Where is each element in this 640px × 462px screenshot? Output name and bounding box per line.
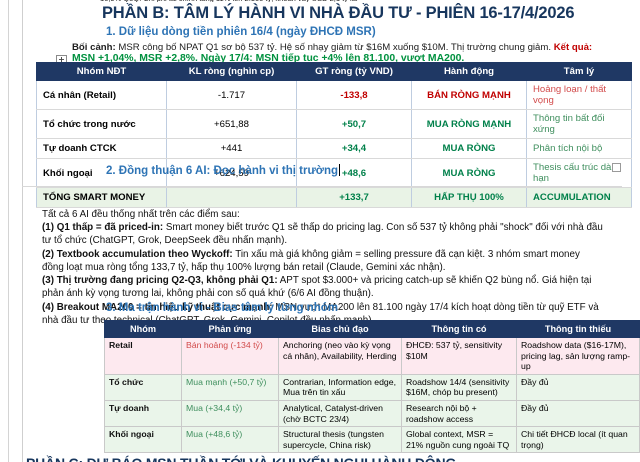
cell-volume bbox=[166, 187, 297, 208]
cell-psychology: ACCUMULATION bbox=[526, 187, 632, 208]
cell-psychology: Hoảng loạn / thất vọng bbox=[526, 80, 632, 110]
cell-psychology: Thesis cấu trúc dài hạn bbox=[526, 158, 632, 188]
cell-action: MUA RÒNG bbox=[411, 138, 527, 159]
cell-reaction: Mua mạnh (+50,7 tỷ) bbox=[181, 373, 279, 402]
behavior-matrix-table: Nhóm Phản ứng Bias chủ đạo Thông tin có … bbox=[104, 320, 640, 454]
cell-bias: Structural thesis (tungsten supercycle, … bbox=[278, 426, 402, 454]
point-2-label: (2) Textbook accumulation theo Wyckoff: bbox=[42, 248, 233, 260]
cell-missing-info: Roadshow data ($16-17M), pricing lag, sả… bbox=[516, 337, 640, 375]
cell-missing-info: Chi tiết ĐHCĐ local (ít quan trọng) bbox=[516, 426, 640, 454]
page-margin-guide-inner bbox=[22, 0, 23, 462]
consensus-point-3: (3) Thị trường đang pricing Q2-Q3, không… bbox=[42, 274, 604, 300]
consensus-point-1: (1) Q1 thấp = đã priced-in: Smart money … bbox=[42, 221, 604, 247]
th-value: GT ròng (tỷ VND) bbox=[296, 62, 412, 81]
cell-bias: Anchoring (neo vào kỳ vọng cá nhân), Ava… bbox=[278, 337, 402, 375]
table-row: Khối ngoại +624,59 +48,6 MUA RÒNG Thesis… bbox=[36, 158, 632, 188]
th-group: Nhóm NĐT bbox=[36, 62, 167, 81]
table-row: Tổ chức trong nước +651,88 +50,7 MUA RÒN… bbox=[36, 109, 632, 139]
th-psychology: Tâm lý bbox=[526, 62, 632, 81]
page-title: PHẦN B: TÂM LÝ HÀNH VI NHÀ ĐẦU TƯ - PHIÊ… bbox=[102, 4, 575, 22]
cell-reaction: Mua (+48,6 tỷ) bbox=[181, 426, 279, 454]
th-volume: KL ròng (nghìn cp) bbox=[166, 62, 297, 81]
cell-action: HẤP THỤ 100% bbox=[411, 187, 527, 208]
table-row: Khối ngoại Mua (+48,6 tỷ) Structural the… bbox=[104, 426, 640, 454]
text-cursor bbox=[339, 164, 341, 176]
cell-psychology: Phân tích nội bộ bbox=[526, 138, 632, 159]
result-label: Kết quả: bbox=[553, 41, 593, 53]
cell-group: TỔNG SMART MONEY bbox=[36, 187, 167, 208]
th-missing-info: Thông tin thiếu bbox=[516, 320, 640, 338]
consensus-intro: Tất cả 6 AI đều thống nhất trên các điểm… bbox=[42, 209, 240, 220]
table-total-row: TỔNG SMART MONEY +133,7 HẤP THỤ 100% ACC… bbox=[36, 187, 632, 208]
cell-reaction: Bán hoảng (-134 tỷ) bbox=[181, 337, 279, 375]
th-bias: Bias chủ đạo bbox=[278, 320, 402, 338]
cell-group: Tự doanh bbox=[104, 400, 182, 428]
cell-missing-info: Đầy đủ bbox=[516, 373, 640, 402]
section-2-heading-text: 2. Đồng thuận 6 AI: Đọc hành vi thị trườ… bbox=[106, 165, 339, 177]
cell-group: Retail bbox=[104, 337, 182, 375]
context-label: Bối cảnh: bbox=[72, 41, 116, 53]
cell-value: +34,4 bbox=[296, 138, 412, 159]
table-row: Tự doanh Mua (+34,4 tỷ) Analytical, Cata… bbox=[104, 400, 640, 428]
cell-group: Tổ chức trong nước bbox=[36, 109, 167, 139]
th-action: Hành động bbox=[411, 62, 527, 81]
table-resize-handle[interactable] bbox=[612, 163, 621, 172]
table-header-row: Nhóm NĐT KL ròng (nghìn cp) GT ròng (tỷ … bbox=[36, 62, 632, 81]
result-line-text: MSN +1,04%, MSR +2,8%. Ngày 17/4: MSN ti… bbox=[72, 53, 465, 65]
point-1-label: (1) Q1 thấp = đã priced-in: bbox=[42, 222, 164, 234]
cell-has-info: Roadshow 14/4 (sensitivity $16M, chóp bu… bbox=[401, 373, 517, 402]
table-header-row: Nhóm Phản ứng Bias chủ đạo Thông tin có … bbox=[104, 320, 640, 338]
cell-volume: +624,59 bbox=[166, 158, 297, 188]
cell-missing-info: Đầy đủ bbox=[516, 400, 640, 428]
context-paragraph: Bối cảnh: MSR công bố NPAT Q1 sơ bộ 537 … bbox=[30, 40, 630, 54]
cell-group: Tự doanh CTCK bbox=[36, 138, 167, 159]
cell-action: BÁN RÒNG MẠNH bbox=[411, 80, 527, 110]
cell-psychology: Thông tin bất đối xứng bbox=[526, 109, 632, 139]
section-2-heading: 2. Đồng thuận 6 AI: Đọc hành vi thị trườ… bbox=[30, 160, 630, 179]
document-content: PHẦN B: TÂM LÝ HÀNH VI NHÀ ĐẦU TƯ - PHIÊ… bbox=[30, 0, 630, 67]
th-has-info: Thông tin có bbox=[401, 320, 517, 338]
th-reaction: Phản ứng bbox=[181, 320, 279, 338]
point-3-label: (3) Thị trường đang pricing Q2-Q3, không… bbox=[42, 275, 278, 287]
clipped-previous-line: 16,9% QoQ. Chi phi tài chính tăng 11% lê… bbox=[100, 0, 560, 2]
point-2-text: Tin xấu mà giá không giảm = selling pres… bbox=[42, 248, 580, 273]
section-divider bbox=[22, 186, 622, 187]
context-text: MSR công bố NPAT Q1 sơ bộ 537 tỷ. Hệ số … bbox=[115, 41, 554, 53]
cell-group: Tổ chức bbox=[104, 373, 182, 402]
cell-value: -133,8 bbox=[296, 80, 412, 110]
cell-volume: -1.717 bbox=[166, 80, 297, 110]
cell-bias: Analytical, Catalyst-driven (chờ BCTC 23… bbox=[278, 400, 402, 428]
table-row: Tổ chức Mua mạnh (+50,7 tỷ) Contrarian, … bbox=[104, 373, 640, 402]
cell-action: MUA RÒNG MẠNH bbox=[411, 109, 527, 139]
cell-value: +50,7 bbox=[296, 109, 412, 139]
cell-has-info: ĐHCĐ: 537 tỷ, sensitivity $10M bbox=[401, 337, 517, 375]
table-row: Cá nhân (Retail) -1.717 -133,8 BÁN RÒNG … bbox=[36, 80, 632, 110]
cell-action: MUA RÒNG bbox=[411, 158, 527, 188]
th-group: Nhóm bbox=[104, 320, 182, 338]
cell-reaction: Mua (+34,4 tỷ) bbox=[181, 400, 279, 428]
point-4-label: (4) Breakout MA200 = tín hiệu kỹ thuật c… bbox=[42, 301, 273, 313]
cell-bias: Contrarian, Information edge, Mua trên t… bbox=[278, 373, 402, 402]
point-3-text: APT spot $3.000+ và pricing catch-up sẽ … bbox=[42, 275, 592, 300]
section-3-heading: 3. Ma trận hành vi - Bias tâm lý từng nh… bbox=[106, 302, 338, 314]
cell-has-info: Research nội bộ + roadshow access bbox=[401, 400, 517, 428]
page-margin-guide-left bbox=[8, 0, 9, 462]
cell-volume: +441 bbox=[166, 138, 297, 159]
clipped-next-heading: PHẦN C: DỰ BÁO MSN TUẦN TỚI VÀ KHUYẾN NG… bbox=[26, 455, 626, 462]
cell-group: Cá nhân (Retail) bbox=[36, 80, 167, 110]
cell-volume: +651,88 bbox=[166, 109, 297, 139]
cell-value: +48,6 bbox=[296, 158, 412, 188]
cell-value: +133,7 bbox=[296, 187, 412, 208]
consensus-point-2: (2) Textbook accumulation theo Wyckoff: … bbox=[42, 248, 604, 274]
cashflow-table: Nhóm NĐT KL ròng (nghìn cp) GT ròng (tỷ … bbox=[36, 62, 632, 208]
cell-group: Khối ngoại bbox=[104, 426, 182, 454]
section-1-heading: 1. Dữ liệu dòng tiền phiên 16/4 (ngày ĐH… bbox=[106, 25, 376, 38]
table-row: Tự doanh CTCK +441 +34,4 MUA RÒNG Phân t… bbox=[36, 138, 632, 159]
cell-has-info: Global context, MSR = 21% nguồn cung ngo… bbox=[401, 426, 517, 454]
point-1-text: Smart money biết trước Q1 sẽ thấp do pri… bbox=[42, 222, 603, 247]
table-row: Retail Bán hoảng (-134 tỷ) Anchoring (ne… bbox=[104, 337, 640, 375]
